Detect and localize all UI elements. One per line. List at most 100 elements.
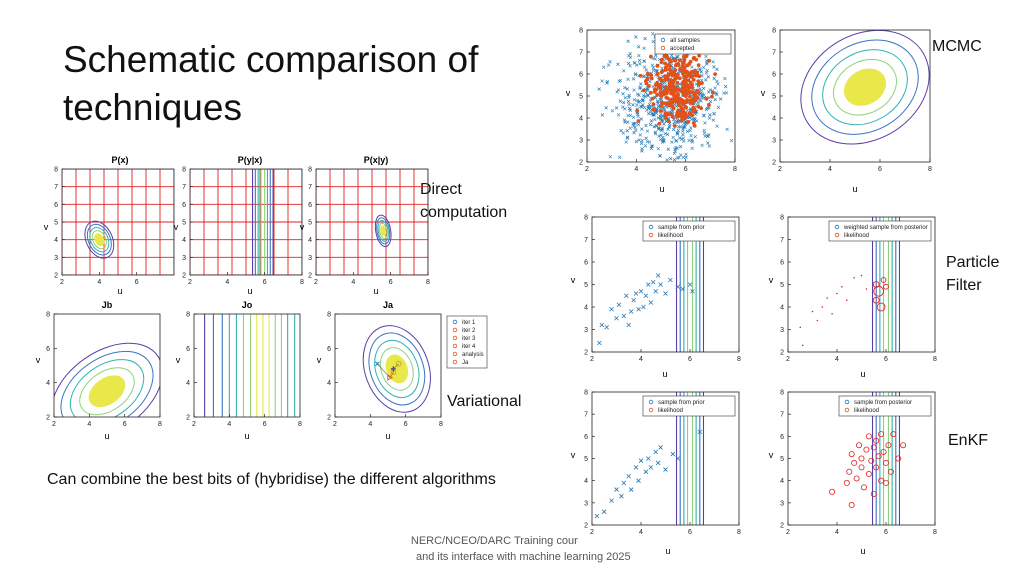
y-tick-label: 8 — [579, 28, 583, 35]
data-point — [601, 509, 607, 514]
x-tick-label: 8 — [928, 166, 932, 173]
data-point — [860, 274, 863, 277]
data-point — [672, 124, 677, 128]
data-point — [657, 134, 661, 138]
data-point — [628, 113, 633, 118]
data-point — [668, 78, 673, 82]
data-point — [658, 82, 663, 87]
data-point — [811, 310, 814, 313]
data-point — [617, 155, 622, 160]
plot-pf-post-svg: u v 2 4 6 8 2 3 4 5 6 7 8 weighted sample from post… — [769, 215, 937, 380]
legend-marker — [452, 335, 458, 341]
ylabel-mcmc-scatter: v — [566, 88, 571, 98]
data-point — [665, 158, 669, 162]
legend-marker — [648, 399, 654, 405]
data-point — [697, 53, 702, 58]
y-tick-label: 3 — [182, 255, 186, 262]
y-tick-label: 8 — [584, 215, 588, 222]
data-point — [631, 121, 635, 126]
y-tick-label: 5 — [579, 94, 583, 101]
legend-label: likelihood — [844, 233, 869, 239]
data-point — [711, 60, 715, 64]
data-point — [659, 70, 664, 75]
data-point — [668, 166, 671, 169]
data-point — [594, 513, 600, 519]
plot-area — [62, 169, 174, 275]
data-point — [705, 68, 709, 73]
data-point — [635, 108, 640, 113]
data-point — [643, 94, 647, 99]
y-tick-label: 7 — [584, 237, 588, 244]
data-point — [646, 84, 651, 88]
y-tick-label: 2 — [54, 273, 58, 280]
plot-mcmc-scatter-svg: u v 2 4 6 8 2 3 4 5 6 7 8 all samples accepted — [566, 28, 737, 195]
data-point — [645, 108, 649, 112]
y-tick-label: 5 — [182, 220, 186, 227]
data-point — [651, 102, 656, 107]
data-point — [848, 451, 855, 458]
data-point — [654, 53, 658, 58]
x-tick-label: 4 — [639, 529, 643, 536]
data-point — [708, 88, 713, 92]
data-point — [640, 149, 644, 153]
x-tick-label: 4 — [225, 279, 229, 286]
data-point — [645, 87, 649, 91]
data-point — [710, 94, 714, 99]
data-point — [691, 69, 696, 74]
data-point — [681, 129, 685, 133]
x-tick-label: 6 — [263, 279, 267, 286]
contour-line — [385, 354, 409, 384]
data-point — [664, 95, 669, 100]
data-point — [686, 119, 691, 124]
legend-marker — [660, 45, 666, 51]
data-point — [626, 39, 630, 43]
data-point — [642, 59, 646, 64]
data-point — [700, 143, 704, 148]
data-point — [622, 118, 627, 122]
data-point — [673, 149, 678, 153]
xlabel-pyx: u — [247, 286, 252, 296]
data-point — [688, 59, 693, 64]
data-point — [616, 62, 620, 66]
data-point — [643, 293, 649, 299]
y-tick-label: 5 — [584, 282, 588, 289]
data-point — [608, 59, 612, 64]
data-point — [626, 61, 631, 66]
data-point — [615, 90, 619, 94]
contour-line — [811, 39, 919, 135]
xlabel-ja: u — [385, 431, 390, 441]
data-point — [687, 282, 693, 287]
data-point — [663, 61, 668, 66]
axes-frame — [193, 313, 301, 418]
data-point — [831, 312, 833, 315]
data-point — [675, 80, 680, 85]
data-point — [621, 105, 625, 109]
x-tick-label: 6 — [123, 421, 127, 428]
y-tick-label: 2 — [308, 273, 312, 280]
data-point — [690, 113, 695, 118]
weighted-sample — [883, 283, 889, 290]
y-tick-label: 8 — [54, 167, 58, 174]
legend-label: iter 1 — [462, 320, 476, 326]
data-point — [860, 484, 867, 491]
data-point — [668, 277, 673, 283]
data-point — [623, 85, 627, 90]
plot-pf-prior-svg: u v 2 4 6 8 2 3 4 5 6 7 8 sample from prior likeliho… — [571, 215, 741, 380]
y-tick-label: 6 — [584, 434, 588, 441]
data-point — [667, 125, 671, 129]
data-point — [653, 117, 657, 122]
data-point — [633, 291, 639, 296]
data-point — [639, 82, 643, 86]
data-point — [631, 115, 636, 120]
data-point — [677, 96, 682, 101]
data-point — [601, 65, 606, 69]
data-point — [660, 7, 663, 10]
data-point — [873, 464, 880, 471]
data-point — [636, 478, 641, 483]
data-point — [633, 465, 639, 470]
data-point — [702, 93, 706, 97]
plot-enkf-post-svg: u v 2 4 6 8 2 3 4 5 6 7 8 sample from posterior like… — [769, 390, 937, 557]
y-tick-label: 7 — [182, 184, 186, 191]
data-point — [863, 446, 870, 453]
